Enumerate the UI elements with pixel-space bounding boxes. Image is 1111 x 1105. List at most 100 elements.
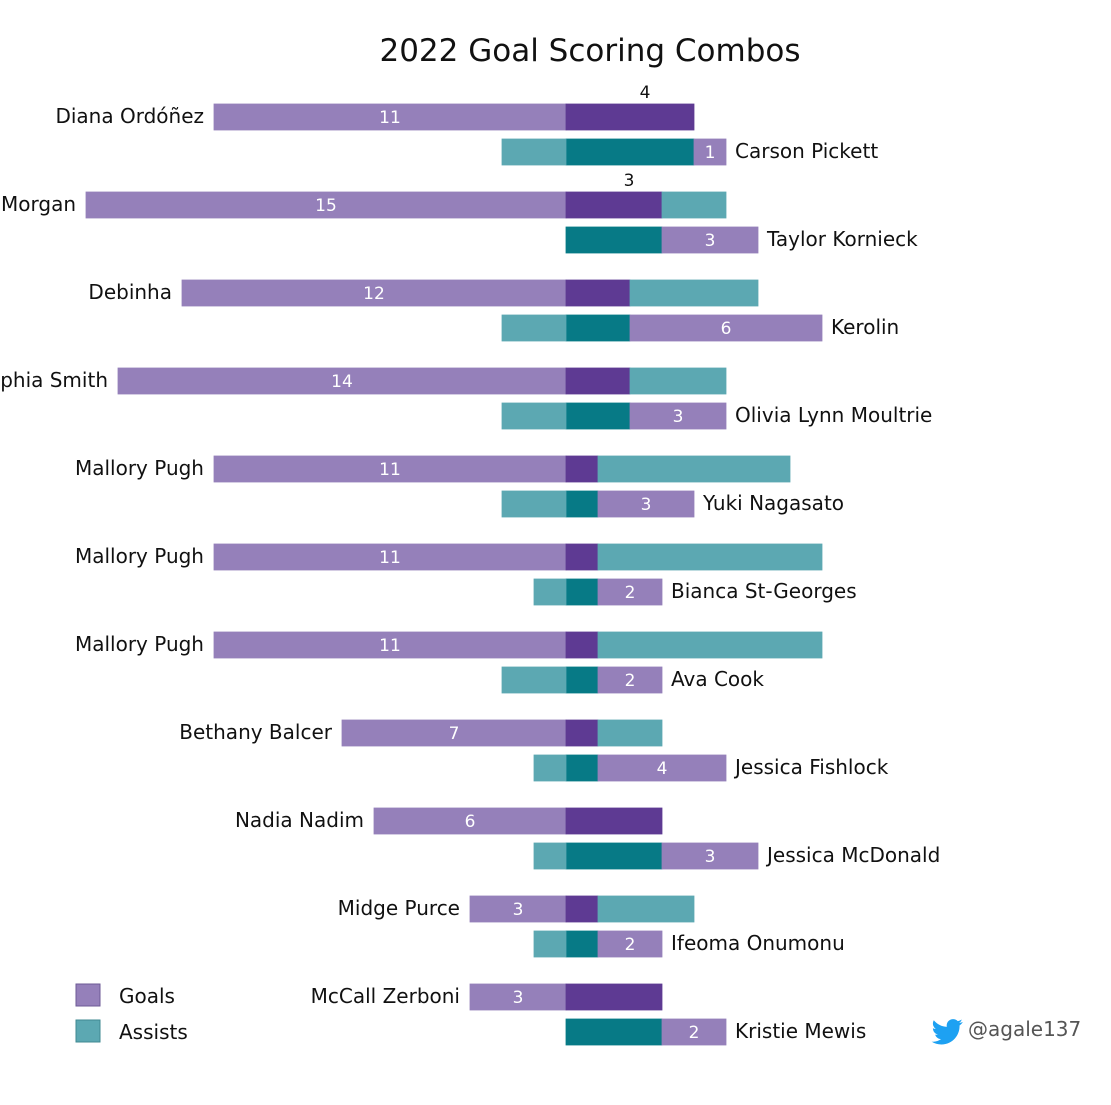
- p2-name-label: Kristie Mewis: [735, 1019, 866, 1043]
- p2-assists-bar: [501, 490, 567, 518]
- p2-assists-bar: [501, 138, 567, 166]
- legend-assists-swatch: [75, 1019, 101, 1043]
- p1-name-label: Bethany Balcer: [179, 720, 333, 744]
- p1-combo-bar: [565, 367, 631, 395]
- p1-goals-value: 12: [363, 284, 385, 304]
- p2-goals-value: 3: [705, 231, 716, 251]
- p1-goals-bar: [213, 455, 567, 483]
- p2-name-label: Ava Cook: [671, 667, 764, 691]
- p2-combo-bar: [565, 578, 599, 606]
- p1-assists-bar: [597, 719, 663, 747]
- p2-goals-bar: [661, 226, 759, 254]
- p1-goals-value: 7: [449, 724, 460, 744]
- p1-name-label: Alex Morgan: [0, 192, 76, 216]
- p1-goals-value: 6: [465, 812, 476, 832]
- p2-name-label: Yuki Nagasato: [702, 491, 844, 515]
- p2-assists-bar: [501, 666, 567, 694]
- p1-goals-value: 11: [379, 460, 401, 480]
- twitter-handle: @agale137: [931, 1017, 1081, 1045]
- twitter-handle-text: @agale137: [968, 1017, 1081, 1041]
- twitter-bird-icon: [931, 1019, 963, 1045]
- p1-assists-bar: [597, 631, 823, 659]
- p2-goals-bar: [597, 754, 727, 782]
- p2-goals-bar: [597, 578, 663, 606]
- p1-goals-bar: [213, 631, 567, 659]
- p1-combo-bar: [565, 103, 695, 131]
- p1-name-label: Mallory Pugh: [75, 456, 204, 480]
- p1-goals-bar: [213, 103, 567, 131]
- p1-goals-value: 3: [513, 988, 524, 1008]
- p2-goals-bar: [661, 842, 759, 870]
- legend-goals-label: Goals: [119, 984, 175, 1008]
- p2-assists-bar: [501, 314, 567, 342]
- legend-goals-swatch: [75, 983, 101, 1007]
- p1-goals-bar: [85, 191, 567, 219]
- p2-goals-value: 6: [721, 319, 732, 339]
- p2-combo-bar: [565, 402, 631, 430]
- p2-goals-value: 4: [657, 759, 668, 779]
- p2-goals-value: 2: [625, 583, 636, 603]
- p1-goals-bar: [469, 983, 567, 1011]
- p2-goals-value: 2: [625, 671, 636, 691]
- p1-goals-bar: [469, 895, 567, 923]
- p2-goals-value: 3: [673, 407, 684, 427]
- p1-name-label: Mallory Pugh: [75, 544, 204, 568]
- p2-assists-bar: [533, 578, 567, 606]
- p2-goals-value: 3: [641, 495, 652, 515]
- p2-goals-bar: [597, 666, 663, 694]
- p2-goals-bar: [629, 402, 727, 430]
- p1-assists-bar: [597, 455, 791, 483]
- p1-combo-bar: [565, 279, 631, 307]
- p1-goals-value: 3: [513, 900, 524, 920]
- p2-goals-value: 2: [689, 1023, 700, 1043]
- p1-assists-bar: [629, 367, 727, 395]
- p2-combo-bar: [565, 138, 695, 166]
- p2-assists-bar: [533, 754, 567, 782]
- p2-goals-bar: [629, 314, 823, 342]
- p2-combo-bar: [565, 754, 599, 782]
- p2-combo-bar: [565, 666, 599, 694]
- p1-goals-value: 11: [379, 548, 401, 568]
- p1-goals-bar: [117, 367, 567, 395]
- p1-name-label: McCall Zerboni: [311, 984, 460, 1008]
- p1-name-label: Mallory Pugh: [75, 632, 204, 656]
- p2-assists-bar: [533, 930, 567, 958]
- p2-assists-bar: [501, 402, 567, 430]
- p1-combo-bar: [565, 455, 599, 483]
- p1-name-label: Sophia Smith: [0, 368, 108, 392]
- combo-value: 4: [640, 83, 651, 103]
- p1-goals-value: 11: [379, 108, 401, 128]
- p1-name-label: Midge Purce: [338, 896, 460, 920]
- p1-assists-bar: [661, 191, 727, 219]
- p2-combo-bar: [565, 1018, 663, 1046]
- p1-goals-value: 14: [331, 372, 353, 392]
- p2-combo-bar: [565, 226, 663, 254]
- p2-combo-bar: [565, 842, 663, 870]
- chart-title: 2022 Goal Scoring Combos: [379, 33, 800, 69]
- p1-combo-bar: [565, 807, 663, 835]
- p2-name-label: Jessica McDonald: [765, 843, 940, 867]
- p1-combo-bar: [565, 719, 599, 747]
- p1-combo-bar: [565, 631, 599, 659]
- p2-goals-bar: [597, 490, 695, 518]
- p2-name-label: Carson Pickett: [735, 139, 878, 163]
- legend-assists-label: Assists: [119, 1020, 188, 1044]
- p1-goals-bar: [373, 807, 567, 835]
- p1-combo-bar: [565, 895, 599, 923]
- p1-assists-bar: [629, 279, 759, 307]
- p2-goals-value: 3: [705, 847, 716, 867]
- p2-assists-bar: [533, 842, 567, 870]
- p2-name-label: Jessica Fishlock: [733, 755, 889, 779]
- p2-name-label: Taylor Kornieck: [766, 227, 918, 251]
- p2-name-label: Kerolin: [831, 315, 899, 339]
- p2-goals-bar: [661, 1018, 727, 1046]
- p2-name-label: Ifeoma Onumonu: [671, 931, 845, 955]
- legend: Goals Assists: [75, 983, 188, 1044]
- p2-name-label: Bianca St-Georges: [671, 579, 857, 603]
- combo-value: 3: [624, 171, 635, 191]
- p1-goals-value: 15: [315, 196, 337, 216]
- p1-combo-bar: [565, 543, 599, 571]
- p1-goals-bar: [181, 279, 567, 307]
- p1-assists-bar: [597, 543, 823, 571]
